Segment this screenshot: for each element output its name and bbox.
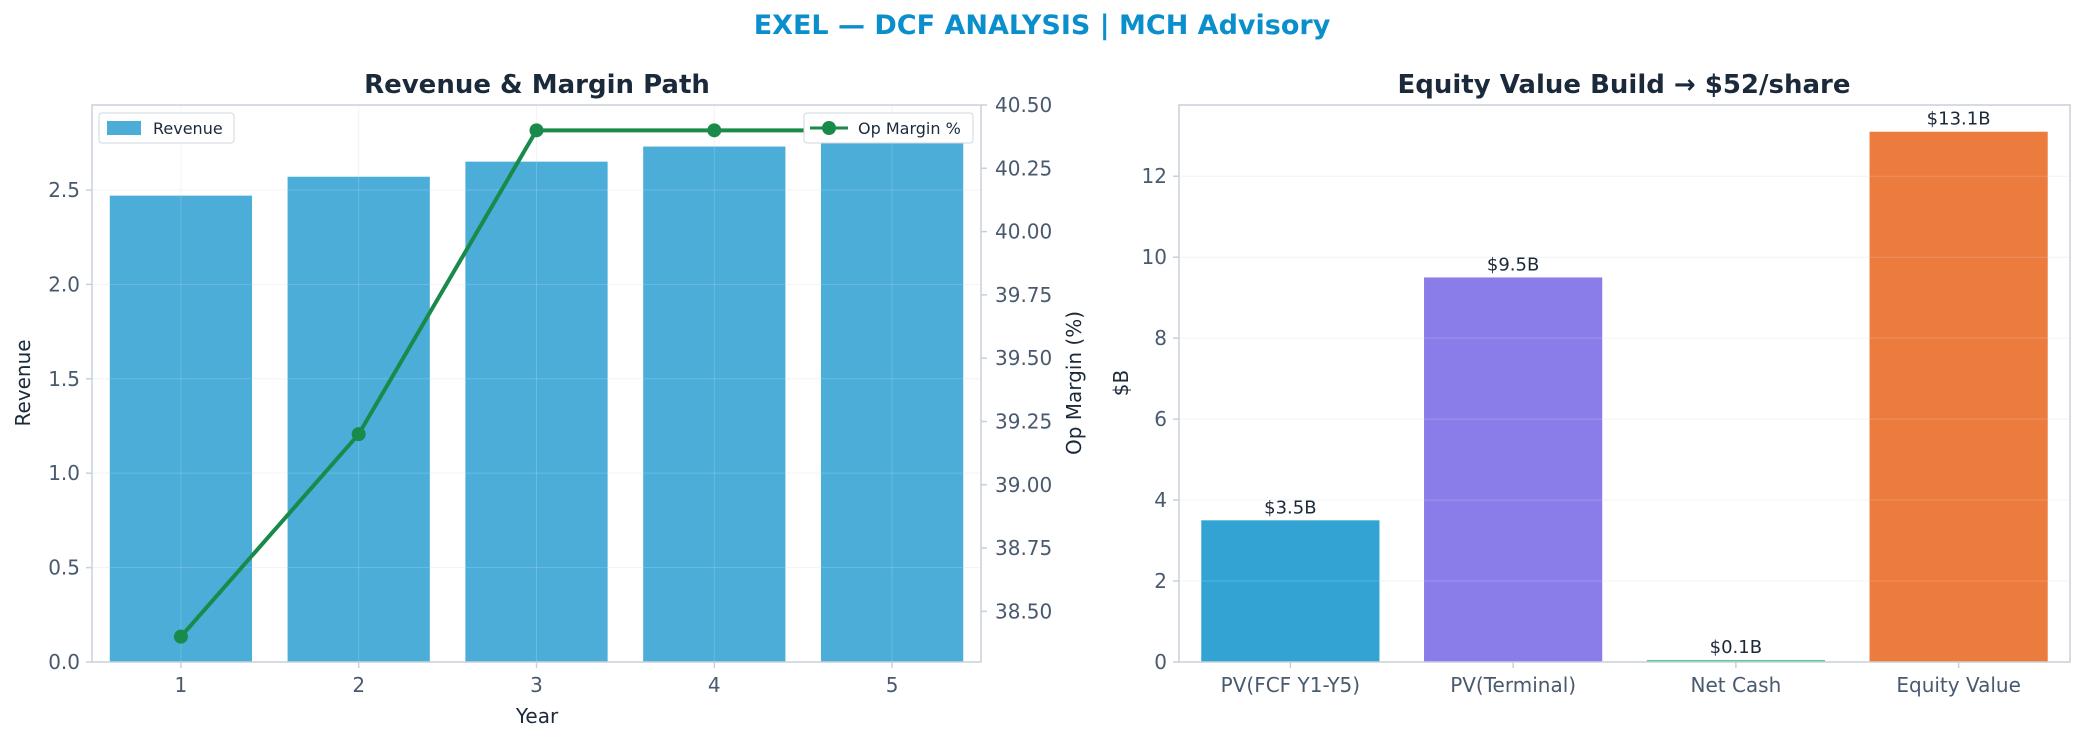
op-margin-legend-label: Op Margin % [858, 119, 961, 138]
revenue-legend-swatch [107, 121, 141, 135]
revenue-tick-label: 2.5 [48, 178, 80, 202]
dollar-axis-ticks: 0 2 4 6 8 10 12 [1142, 164, 1179, 674]
op-margin-point-year-2 [351, 427, 366, 442]
right-plot-frame [1178, 104, 2071, 663]
op-margin-tick-label: 38.50 [995, 599, 1052, 623]
equity-data-label: $3.5B [1264, 497, 1316, 518]
equity-data-label: $0.1B [1710, 637, 1762, 658]
revenue-legend-box [98, 112, 235, 144]
revenue-tick-label: 1.5 [48, 367, 80, 391]
year-tick-label: 4 [708, 673, 721, 697]
op-margin-point-year-1 [173, 629, 188, 644]
year-tick-label: 2 [352, 673, 365, 697]
equity-bar-pv-fcf-y1-y5 [1201, 520, 1380, 662]
dollar-tick-label: 8 [1154, 326, 1167, 350]
equity-value-chart: Equity Value Build → $52/share $3.5B $9.5… [1109, 70, 2071, 697]
op-margin-axis-ticks: 38.50 38.75 39.00 39.25 39.50 39.75 40.00 40.25… [981, 93, 1052, 623]
revenue-tick-label: 1.0 [48, 461, 80, 485]
revenue-axis-label: Revenue [11, 339, 35, 426]
equity-bar-equity-value [1869, 131, 2048, 663]
dollar-tick-label: 6 [1154, 407, 1167, 431]
revenue-bar-year-3 [465, 161, 608, 662]
component-tick-label: Net Cash [1690, 673, 1781, 697]
revenue-legend-label: Revenue [153, 119, 223, 138]
dollar-tick-label: 12 [1142, 164, 1167, 188]
component-tick-label: PV(FCF Y1-Y5) [1221, 673, 1360, 697]
dollar-tick-label: 10 [1142, 245, 1167, 269]
revenue-margin-chart: Revenue & Margin Path 0.0 0.5 1.0 1.5 2.0 2.5… [11, 70, 1086, 728]
op-margin-legend: Op Margin % [803, 112, 974, 144]
op-margin-tick-label: 40.00 [995, 220, 1052, 244]
op-margin-tick-label: 38.75 [995, 536, 1052, 560]
equity-data-label: $13.1B [1927, 109, 1991, 130]
year-axis-label: Year [515, 704, 559, 728]
op-margin-tick-label: 39.50 [995, 346, 1052, 370]
revenue-bar-year-5 [820, 131, 964, 662]
revenue-tick-label: 0.0 [48, 650, 80, 674]
dollar-tick-label: 0 [1154, 650, 1167, 674]
year-tick-label: 5 [886, 673, 899, 697]
year-tick-label: 1 [175, 673, 188, 697]
op-margin-tick-label: 40.25 [995, 156, 1052, 180]
op-margin-legend-box [803, 112, 974, 144]
revenue-tick-label: 2.0 [48, 272, 80, 296]
revenue-bar-year-2 [287, 176, 430, 662]
revenue-margin-title: Revenue & Margin Path [364, 70, 710, 100]
revenue-legend: Revenue [98, 112, 235, 144]
op-margin-tick-label: 39.75 [995, 283, 1052, 307]
equity-data-label: $9.5B [1487, 254, 1539, 275]
equity-bar-net-cash [1646, 659, 1825, 662]
equity-data-labels: $3.5B $9.5B $0.1B $13.1B [1264, 109, 1990, 658]
component-tick-label: PV(Terminal) [1450, 673, 1576, 697]
equity-value-title: Equity Value Build → $52/share [1398, 70, 1851, 100]
dollar-tick-label: 2 [1154, 569, 1167, 593]
op-margin-axis-label: Op Margin (%) [1062, 311, 1086, 455]
op-margin-tick-label: 39.25 [995, 409, 1052, 433]
revenue-bars [92, 105, 981, 663]
op-margin-point-year-4 [707, 123, 722, 138]
year-tick-label: 3 [530, 673, 543, 697]
equity-bars [1179, 131, 2070, 663]
equity-bar-pv-terminal [1424, 277, 1603, 662]
op-margin-tick-label: 40.50 [995, 93, 1052, 117]
op-margin-tick-label: 39.00 [995, 473, 1052, 497]
year-axis-ticks: 1 2 3 4 5 [175, 662, 899, 697]
component-tick-label: Equity Value [1896, 673, 2021, 697]
revenue-tick-label: 0.5 [48, 556, 80, 580]
op-margin-point-year-3 [529, 123, 544, 138]
revenue-axis-ticks: 0.0 0.5 1.0 1.5 2.0 2.5 [48, 178, 92, 674]
dollar-tick-label: 4 [1154, 488, 1167, 512]
op-margin-legend-marker [822, 121, 836, 135]
component-axis-ticks: PV(FCF Y1-Y5) PV(Terminal) Net Cash Equity … [1221, 662, 2021, 697]
dollar-axis-label: $B [1109, 370, 1133, 396]
figure-title: EXEL — DCF ANALYSIS | MCH Advisory [754, 10, 1331, 41]
revenue-bar-year-4 [643, 146, 786, 662]
